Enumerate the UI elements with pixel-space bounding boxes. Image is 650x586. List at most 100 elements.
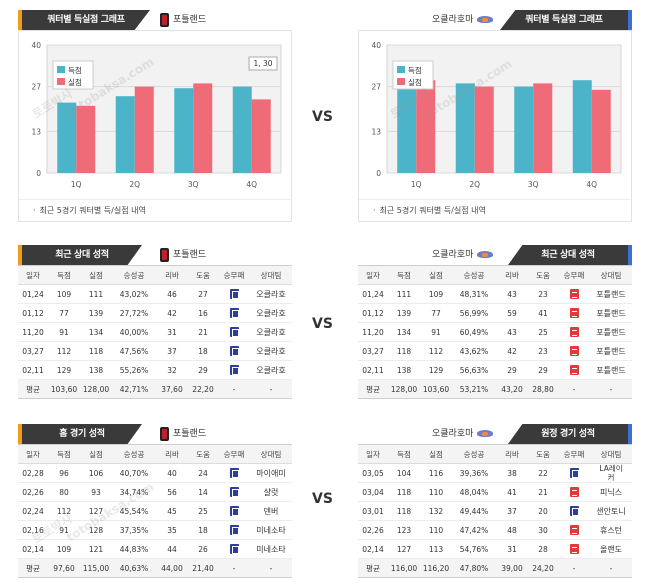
vs-label: VS [312,109,333,125]
table-cell: 02,16 [18,520,48,540]
table-cell: 20 [528,501,558,521]
legend-label: 실점 [68,77,82,87]
table-cell: 18 [188,341,218,361]
opponent-cell: 마이애미 [250,463,292,483]
table-cell: 55,26% [112,360,156,380]
table-cell: 45 [156,501,188,521]
table-cell: 02,26 [358,520,388,540]
section-title: 원정 경기 성적 [508,424,628,444]
section-title: 쿼터별 득실점 그래프 [500,10,628,30]
team-label: 포틀랜드 [160,10,206,30]
chart-note: 최근 5경기 쿼터별 득/실점 내역 [359,199,631,221]
table-cell: - [218,379,250,399]
opponent-cell: 오클라호 [250,360,292,380]
y-tick-label: 40 [31,41,41,50]
table-cell: 37,35% [112,520,156,540]
table-cell: 104 [388,463,420,483]
bar-score [174,88,194,173]
bar-conceded [416,80,436,173]
result-cell [558,520,590,540]
table-cell: 22 [528,463,558,483]
team-name: 오클라호마 [432,429,474,439]
table-cell: 77 [48,303,80,323]
table-cell: 23 [528,341,558,361]
table-cell: 123 [388,520,420,540]
table-cell: 평균 [358,558,388,578]
table-cell: 111 [388,284,420,304]
table-cell: 39,00 [496,558,528,578]
table-row: 02,28 96 106 40,70% 40 24 마이애미 [18,463,292,483]
opponent-cell: 포틀랜드 [590,341,632,361]
table-cell: 97,60 [48,558,80,578]
bar-conceded [591,89,611,173]
table-cell: 80 [48,482,80,502]
table-cell: 45,54% [112,501,156,521]
accent-bar [18,424,22,444]
stats-table: 일자 득점 실점 승성공 리바 도움 승무패 상대팀 01,24 111 109 48,31% 43 23… [358,265,632,399]
table-cell: 46 [156,284,188,304]
bar-conceded [474,86,494,173]
table-header-row: 일자 득점 실점 승성공 리바 도움 승무패 상대팀 [18,444,292,464]
table-cell: 43 [496,322,528,342]
table-cell: 03,27 [18,341,48,361]
table-row: 02,26 80 93 34,74% 56 14 샬럿 [18,482,292,502]
table-cell: 118 [80,341,112,361]
table-cell: 11,20 [358,322,388,342]
bar-score [397,86,417,173]
table-cell: 43,02% [112,284,156,304]
column-header: 승무패 [218,444,250,464]
table-cell: 38 [496,463,528,483]
table-cell: 29 [528,360,558,380]
x-tick-label: 3Q [188,180,199,189]
bar-conceded [134,86,154,173]
result-cell [558,303,590,323]
table-cell: 43,20 [496,379,528,399]
table-cell: 127 [388,539,420,559]
table-row: 03,27 112 118 47,56% 37 18 오클라호 [18,341,292,361]
column-header: 일자 [358,444,388,464]
stats-table: 일자 득점 실점 승성공 리바 도움 승무패 상대팀 03,05 104 116 39,36% 38 22… [358,444,632,578]
team-label: 포틀랜드 [160,245,206,265]
opponent-cell: 미네소타 [250,539,292,559]
opponent-cell: 올랜도 [590,539,632,559]
table-cell: 112 [48,501,80,521]
table-cell: 138 [80,360,112,380]
table-cell: 02,14 [18,539,48,559]
table-cell: 56,99% [452,303,496,323]
column-header: 도움 [528,265,558,285]
home-game-icon [229,327,239,337]
loss-icon [569,289,579,299]
loss-icon [569,365,579,375]
table-cell: - [590,379,632,399]
column-header: 일자 [358,265,388,285]
opponent-cell: 오클라호 [250,284,292,304]
column-header: 승성공 [452,265,496,285]
away-panel-right: 오클라호마 원정 경기 성적 일자 득점 실점 승성공 리바 도움 승무패 상대팀 03,05 1… [358,424,632,580]
table-cell: 47,42% [452,520,496,540]
result-cell [218,322,250,342]
table-header-row: 일자 득점 실점 승성공 리바 도움 승무패 상대팀 [358,265,632,285]
accent-bar [628,245,632,265]
home-game-icon [229,487,239,497]
table-cell: 평균 [18,558,48,578]
table-cell: 116 [420,463,452,483]
table-cell: 03,04 [358,482,388,502]
column-header: 득점 [48,444,80,464]
result-cell [558,501,590,521]
thunder-logo-icon [477,14,494,26]
column-header: 도움 [528,444,558,464]
opponent-cell: 오클라호 [250,322,292,342]
table-cell: 40,63% [112,558,156,578]
opponent-cell: 샌안토니 [590,501,632,521]
home-game-icon [569,506,579,516]
result-cell [218,284,250,304]
table-row: 01,24 109 111 43,02% 46 27 오클라호 [18,284,292,304]
table-cell: 16 [188,303,218,323]
table-cell: 43,62% [452,341,496,361]
table-cell: 132 [420,501,452,521]
result-cell [218,360,250,380]
result-cell [218,303,250,323]
result-cell [558,341,590,361]
